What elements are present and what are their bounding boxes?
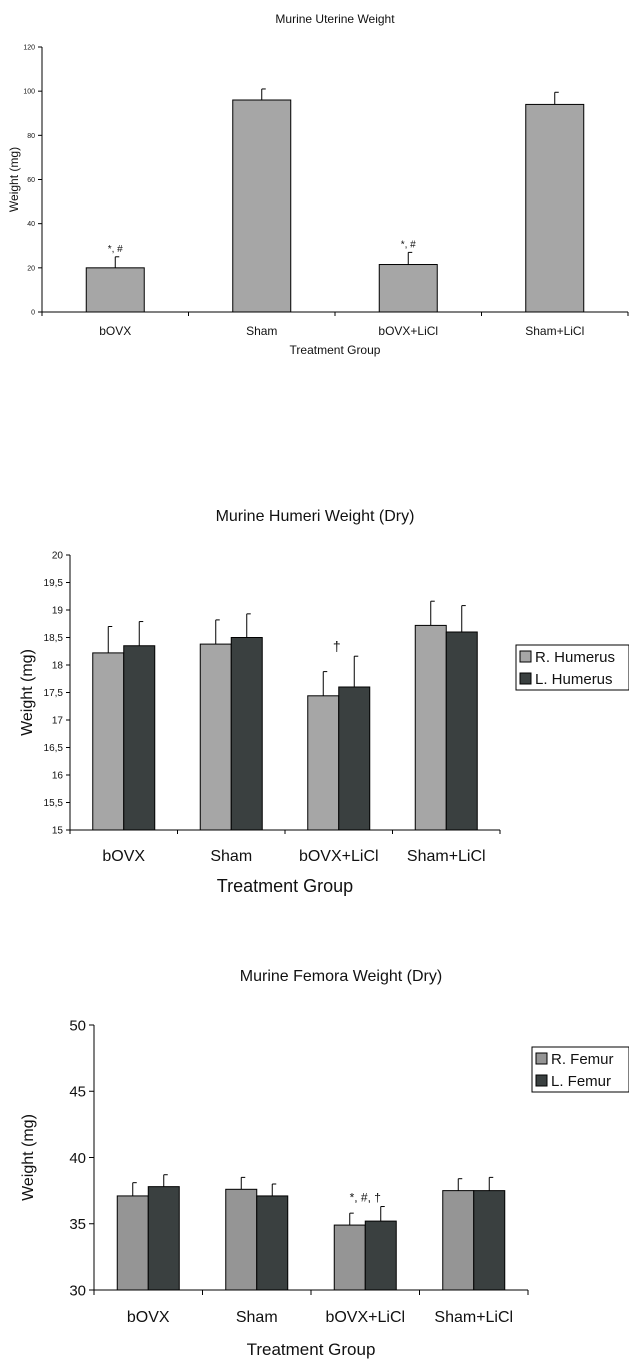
y-tick-label: 40 bbox=[69, 1150, 86, 1167]
chart-3: Murine Femora Weight (Dry) 30 35 40 45 50 bOVX… bbox=[20, 968, 629, 1359]
significance-label: *, # bbox=[401, 239, 416, 250]
y-tick-label: 19 bbox=[52, 606, 64, 617]
bar-r-humerus bbox=[414, 624, 447, 831]
y-tick-label: 15 bbox=[52, 826, 64, 837]
bar-r-humerus bbox=[199, 643, 232, 831]
y-tick-label: 60 bbox=[27, 177, 35, 184]
legend: R. Femur L. Femur bbox=[531, 1046, 629, 1093]
y-axis-label: Weight (mg) bbox=[7, 147, 21, 212]
significance-label: *, #, † bbox=[350, 1191, 381, 1205]
y-axis-label: Weight (mg) bbox=[20, 1114, 37, 1201]
x-tick-label: bOVX bbox=[99, 324, 131, 338]
bar-l-humerus bbox=[445, 631, 478, 831]
legend: R. Humerus L. Humerus bbox=[515, 644, 629, 691]
y-tick-label: 45 bbox=[69, 1084, 86, 1101]
bar-r-humerus bbox=[92, 652, 125, 831]
y-tick-label: 15,5 bbox=[44, 798, 64, 809]
chart-title: Murine Femora Weight (Dry) bbox=[240, 968, 442, 985]
legend-swatch bbox=[519, 650, 532, 663]
bar-r-femur bbox=[333, 1224, 366, 1291]
bar-l-humerus bbox=[230, 637, 263, 831]
y-axis-label: Weight (mg) bbox=[19, 649, 36, 736]
y-tick-label: 35 bbox=[69, 1216, 86, 1233]
chart-title: Murine Uterine Weight bbox=[275, 12, 395, 26]
y-tick-label: 80 bbox=[27, 133, 35, 140]
x-tick-label: Sham+LiCl bbox=[407, 848, 486, 865]
y-tick-label: 17,5 bbox=[44, 688, 64, 699]
significance-label: *, # bbox=[108, 244, 123, 255]
bar-l-humerus bbox=[123, 645, 156, 831]
chart-1: Murine Uterine Weight 0 20 40 60 80 100 120 bOVX… bbox=[7, 12, 629, 357]
y-tick-label: 18 bbox=[52, 661, 64, 672]
x-tick-label: Sham bbox=[246, 324, 277, 338]
bar-l-femur bbox=[473, 1190, 506, 1291]
y-tick-label: 17 bbox=[52, 716, 64, 727]
bar-r-femur bbox=[116, 1195, 149, 1291]
y-tick-label: 120 bbox=[23, 44, 35, 51]
y-tick-label: 19,5 bbox=[44, 578, 64, 589]
bar-l-femur bbox=[364, 1220, 397, 1291]
x-tick-label: bOVX+LiCl bbox=[325, 1309, 405, 1326]
x-tick-label: Sham+LiCl bbox=[434, 1309, 513, 1326]
x-axis-label: Treatment Group bbox=[217, 876, 353, 896]
y-tick-label: 0 bbox=[31, 309, 35, 316]
y-tick-label: 30 bbox=[69, 1282, 86, 1299]
x-tick-label: bOVX+LiCl bbox=[299, 848, 379, 865]
bar-l-humerus bbox=[338, 686, 371, 831]
bar-l-femur bbox=[147, 1186, 180, 1291]
y-tick-label: 50 bbox=[69, 1017, 86, 1034]
legend-box bbox=[531, 1046, 629, 1093]
x-tick-label: bOVX+LiCl bbox=[378, 324, 438, 338]
bar-value bbox=[378, 264, 438, 313]
bar-r-femur bbox=[442, 1190, 475, 1291]
bar-r-femur bbox=[225, 1188, 258, 1291]
y-tick-label: 100 bbox=[23, 89, 35, 96]
y-tick-label: 20 bbox=[27, 265, 35, 272]
legend-swatch bbox=[519, 672, 532, 685]
x-tick-label: bOVX bbox=[102, 848, 145, 865]
legend-label: L. Humerus bbox=[535, 671, 613, 688]
y-tick-label: 20 bbox=[52, 551, 64, 562]
bar-l-femur bbox=[256, 1195, 289, 1291]
x-tick-label: bOVX bbox=[127, 1309, 170, 1326]
legend-label: L. Femur bbox=[551, 1073, 611, 1090]
x-tick-label: Sham bbox=[236, 1309, 278, 1326]
chart-2: Murine Humeri Weight (Dry) 15 15,5 16 16,5 17… bbox=[19, 508, 629, 896]
x-axis-label: Treatment Group bbox=[290, 343, 381, 357]
x-axis-label: Treatment Group bbox=[247, 1340, 376, 1359]
bar-value bbox=[525, 103, 585, 313]
y-tick-label: 16 bbox=[52, 771, 64, 782]
legend-label: R. Humerus bbox=[535, 649, 615, 666]
legend-swatch bbox=[535, 1052, 548, 1065]
bar-value bbox=[85, 267, 145, 313]
y-tick-label: 16,5 bbox=[44, 743, 64, 754]
x-tick-label: Sham bbox=[210, 848, 252, 865]
y-tick-label: 40 bbox=[27, 221, 35, 228]
y-tick-label: 18,5 bbox=[44, 633, 64, 644]
bar-value bbox=[232, 99, 292, 313]
legend-swatch bbox=[535, 1074, 548, 1087]
legend-box bbox=[515, 644, 629, 691]
x-tick-label: Sham+LiCl bbox=[525, 324, 584, 338]
bar-r-humerus bbox=[307, 695, 340, 831]
legend-label: R. Femur bbox=[551, 1051, 614, 1068]
chart-title: Murine Humeri Weight (Dry) bbox=[216, 508, 415, 525]
significance-label: † bbox=[333, 638, 341, 654]
